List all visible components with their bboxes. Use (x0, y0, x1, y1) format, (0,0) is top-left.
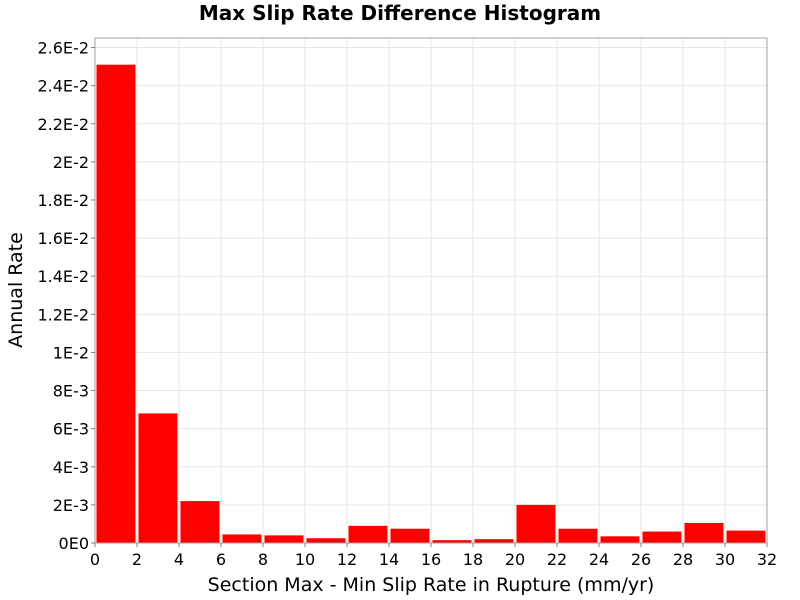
histogram-bar (432, 540, 472, 543)
y-tick-label: 1.8E-2 (37, 191, 89, 210)
histogram-bar (726, 530, 766, 543)
x-tick-label: 2 (132, 550, 142, 569)
y-tick-label: 2.6E-2 (37, 39, 89, 58)
x-tick-label: 8 (258, 550, 268, 569)
histogram-bar (558, 528, 598, 543)
histogram-bar (474, 539, 514, 543)
histogram-bar (264, 535, 304, 543)
y-axis-label: Annual Rate (5, 232, 27, 348)
chart-title: Max Slip Rate Difference Histogram (199, 1, 601, 25)
y-tick-label: 1.2E-2 (37, 305, 89, 324)
y-tick-label: 2.2E-2 (37, 115, 89, 134)
y-tick-label: 0E0 (59, 534, 89, 553)
x-tick-label: 22 (547, 550, 567, 569)
y-tick-label: 8E-3 (53, 382, 89, 401)
y-tick-label: 1.4E-2 (37, 267, 89, 286)
histogram-bar (600, 536, 640, 543)
y-tick-label: 4E-3 (53, 458, 89, 477)
histogram-bar (306, 538, 346, 543)
x-tick-label: 28 (673, 550, 693, 569)
x-tick-label: 26 (631, 550, 651, 569)
histogram-bar (222, 534, 262, 543)
histogram-bar (180, 501, 220, 543)
histogram-bar (516, 504, 556, 543)
x-tick-label: 14 (379, 550, 399, 569)
y-tick-label: 1E-2 (53, 343, 89, 362)
x-tick-label: 0 (90, 550, 100, 569)
x-tick-label: 6 (216, 550, 226, 569)
histogram-bar (348, 525, 388, 543)
x-tick-label: 20 (505, 550, 525, 569)
x-axis: 0 2 4 6 8 10 12 14 16 18 20 22 24 26 28 30 32 (90, 543, 777, 569)
x-tick-label: 24 (589, 550, 609, 569)
x-tick-label: 12 (337, 550, 357, 569)
y-tick-label: 2.4E-2 (37, 77, 89, 96)
grid-lines (94, 38, 768, 544)
x-tick-label: 30 (715, 550, 735, 569)
y-axis: 0E0 2E-3 4E-3 6E-3 8E-3 1E-2 1.2E-2 1.4E-2 1.6E-… (37, 39, 95, 553)
histogram-bar (96, 64, 136, 543)
y-tick-label: 6E-3 (53, 420, 89, 439)
x-tick-label: 32 (757, 550, 777, 569)
histogram-bar (642, 531, 682, 543)
x-axis-label: Section Max - Min Slip Rate in Rupture (… (208, 574, 655, 596)
histogram-bar (138, 413, 178, 543)
x-tick-label: 18 (463, 550, 483, 569)
y-tick-label: 2E-3 (53, 496, 89, 515)
y-tick-label: 1.6E-2 (37, 229, 89, 248)
x-tick-label: 16 (421, 550, 441, 569)
histogram-bar (390, 528, 430, 543)
x-tick-label: 10 (295, 550, 315, 569)
histogram-bar (684, 522, 724, 543)
bars (96, 64, 766, 543)
y-tick-label: 2E-2 (53, 153, 89, 172)
x-tick-label: 4 (174, 550, 184, 569)
